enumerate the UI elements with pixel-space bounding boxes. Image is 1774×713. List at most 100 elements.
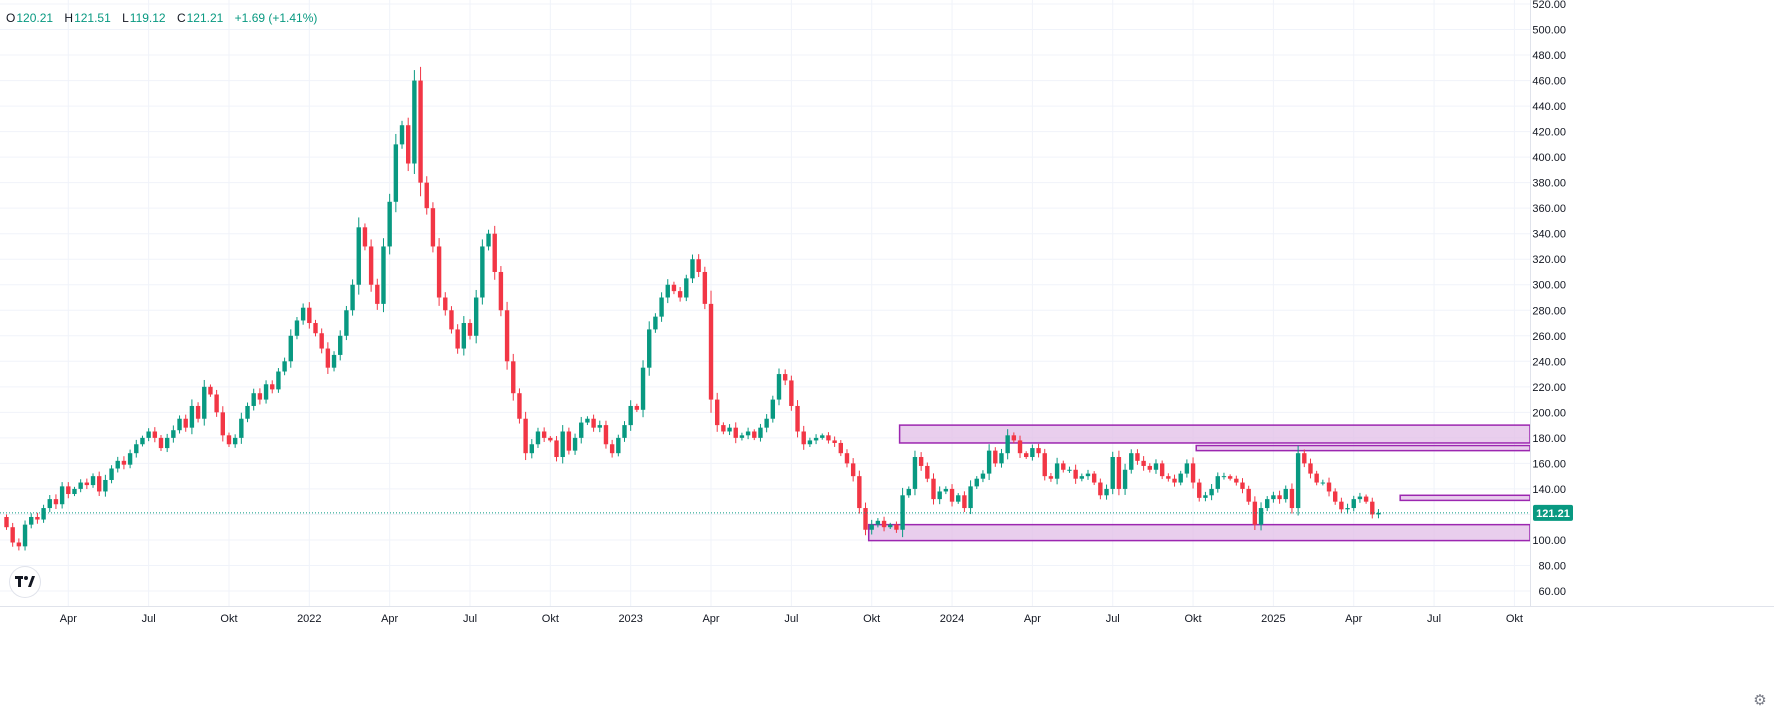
candle-body xyxy=(1011,435,1017,441)
candle-body xyxy=(1098,482,1103,496)
candle-body xyxy=(449,310,454,330)
candle-body xyxy=(1203,495,1208,498)
time-tick-label: Apr xyxy=(1345,613,1362,625)
candle-body xyxy=(653,316,658,330)
candle-body xyxy=(1048,476,1054,479)
candle-body xyxy=(1091,473,1097,483)
candle-body xyxy=(195,405,201,419)
candle-body xyxy=(53,499,59,505)
price-tick-label: 440.00 xyxy=(1532,101,1566,113)
candle-body xyxy=(715,399,720,426)
candle-body xyxy=(1197,482,1202,498)
grid-lines xyxy=(0,0,1530,606)
last-price-tag xyxy=(1533,504,1573,521)
candle-body xyxy=(1363,496,1369,502)
time-tick-label: Okt xyxy=(220,613,237,625)
price-tick-label: 520.00 xyxy=(1532,0,1566,11)
time-tick-label: Okt xyxy=(542,613,559,625)
price-tick-label: 240.00 xyxy=(1532,356,1566,368)
price-axis[interactable]: 60.0080.00100.00120.00140.00160.00180.00… xyxy=(1530,0,1574,606)
candle-body xyxy=(1221,476,1227,478)
candle-body xyxy=(245,405,250,419)
candle-body xyxy=(616,437,621,454)
candle-body xyxy=(109,468,114,480)
candle-body xyxy=(1122,469,1128,489)
candle-body xyxy=(795,405,800,432)
candle-body xyxy=(1166,476,1171,479)
candle-body xyxy=(29,516,34,525)
candle-body xyxy=(628,405,633,426)
candle-body xyxy=(1271,495,1276,500)
candle-body xyxy=(270,384,275,390)
high-label: H xyxy=(64,11,74,25)
time-tick-label: 2024 xyxy=(940,613,964,625)
candle-body xyxy=(696,259,701,272)
candle-body xyxy=(1153,463,1159,470)
candle-body xyxy=(1246,488,1251,502)
candle-body xyxy=(869,524,874,530)
candle-body xyxy=(202,386,207,419)
change-value: +1.69 (+1.41%) xyxy=(234,11,318,25)
candle-body xyxy=(127,453,133,465)
candle-body xyxy=(177,418,182,431)
candle-body xyxy=(263,384,269,400)
candle-body xyxy=(949,488,955,502)
candle-body xyxy=(1376,512,1381,515)
candle-body xyxy=(1357,496,1363,500)
candle-body xyxy=(84,482,90,486)
candle-body xyxy=(832,440,837,443)
candle-body xyxy=(1326,482,1332,492)
candle-body xyxy=(974,478,979,487)
candle-body xyxy=(1277,495,1282,500)
candle-body xyxy=(282,361,287,372)
candle-body xyxy=(745,431,751,436)
candle-body xyxy=(226,435,232,445)
candle-body xyxy=(770,399,776,419)
candle-body xyxy=(90,476,96,486)
candle-body xyxy=(937,491,942,500)
time-tick-label: Apr xyxy=(60,613,77,625)
gear-icon[interactable]: ⚙ xyxy=(1753,692,1767,709)
candle-body xyxy=(560,431,565,458)
candle-body xyxy=(1215,476,1220,489)
candle-body xyxy=(276,371,281,390)
candle-body xyxy=(789,380,794,406)
candle-body xyxy=(4,516,9,528)
candle-body xyxy=(387,201,392,247)
candle-body xyxy=(430,208,436,247)
candle-body xyxy=(881,520,887,528)
candle-body xyxy=(473,297,479,336)
candle-body xyxy=(480,246,485,298)
candle-body xyxy=(1061,463,1066,470)
candle-body xyxy=(1295,453,1301,509)
candle-body xyxy=(535,431,541,445)
zone-box xyxy=(1399,494,1531,502)
candle-body xyxy=(307,307,312,324)
price-tick-label: 80.00 xyxy=(1538,560,1566,572)
candle-body xyxy=(566,431,572,451)
tradingview-logo-icon[interactable] xyxy=(10,567,40,597)
candle-body xyxy=(1320,482,1326,484)
candle-body xyxy=(727,427,732,432)
candle-body xyxy=(375,284,380,304)
candle-body xyxy=(529,444,534,454)
price-tick-label: 340.00 xyxy=(1532,229,1566,241)
candle-body xyxy=(1234,478,1239,483)
candle-body xyxy=(1067,469,1072,471)
candle-body xyxy=(356,227,361,285)
candle-body xyxy=(1302,453,1307,464)
candle-body xyxy=(504,310,510,362)
candle-body xyxy=(554,440,559,458)
candle-body xyxy=(572,437,578,451)
candle-body xyxy=(993,450,998,464)
candlestick-series xyxy=(4,66,1381,551)
tradingview-logo-glyph xyxy=(15,576,35,587)
support-resistance-zones xyxy=(867,424,1531,542)
candle-body xyxy=(857,476,862,509)
time-axis[interactable]: Apr Jul Okt 2022 Apr Jul Okt 2023 Apr Jul Okt 2024 A… xyxy=(0,606,1774,626)
candle-body xyxy=(609,444,615,454)
candle-body xyxy=(22,524,28,547)
candle-body xyxy=(164,437,170,449)
candle-body xyxy=(492,233,497,272)
